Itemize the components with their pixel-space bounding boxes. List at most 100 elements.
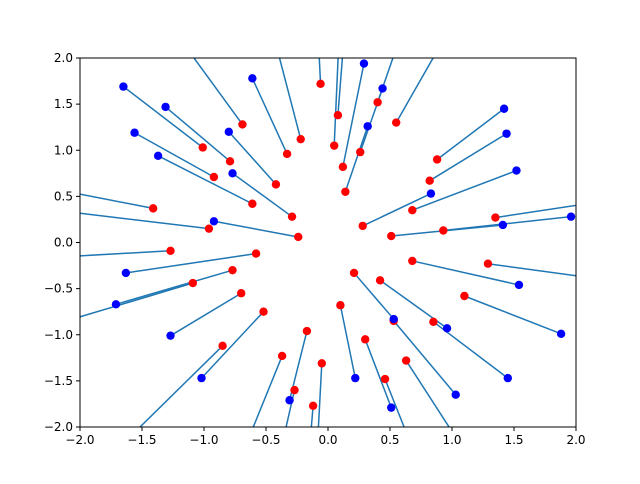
- connector-line: [429, 133, 507, 182]
- end-point: [153, 151, 163, 160]
- start-point: [373, 98, 382, 107]
- connector-line: [80, 193, 154, 210]
- start-point: [439, 226, 448, 235]
- x-tick-label: −1.0: [189, 433, 218, 447]
- connector-line: [393, 320, 457, 396]
- x-tick-label: −0.5: [251, 433, 280, 447]
- end-point: [114, 444, 122, 452]
- connector-line: [362, 192, 432, 227]
- start-point: [460, 291, 469, 301]
- start-point: [228, 265, 237, 275]
- end-point: [442, 324, 452, 333]
- connector-line: [80, 282, 194, 318]
- x-tick-label: 0.0: [318, 433, 337, 447]
- x-tick-label: 1.0: [442, 433, 461, 447]
- connector-line: [339, 305, 357, 379]
- end-point: [272, 40, 280, 48]
- start-point: [408, 206, 417, 215]
- end-point: [50, 253, 58, 261]
- connector-line: [115, 269, 233, 306]
- start-point: [333, 110, 343, 120]
- connector-line: [384, 378, 405, 427]
- y-tick-label: −2.0: [44, 420, 73, 434]
- end-point: [68, 315, 76, 323]
- connector-line: [436, 108, 505, 161]
- plot-area: [80, 58, 576, 427]
- y-tick-label: −0.5: [44, 282, 73, 296]
- connector-line: [125, 252, 257, 274]
- end-point: [451, 390, 460, 399]
- connector-line: [412, 169, 517, 211]
- connector-line: [228, 131, 277, 185]
- end-point: [498, 220, 508, 230]
- start-point: [166, 246, 175, 256]
- end-point: [66, 208, 74, 216]
- y-tick-label: 1.0: [54, 143, 73, 157]
- end-point: [21, 179, 29, 187]
- start-point: [198, 143, 207, 152]
- end-point: [161, 102, 170, 112]
- start-point: [225, 157, 235, 166]
- end-point: [514, 280, 524, 290]
- end-point: [351, 373, 360, 383]
- start-point: [338, 162, 348, 172]
- connector-line: [134, 132, 215, 178]
- start-point: [238, 120, 247, 129]
- end-point: [306, 431, 314, 439]
- start-point: [317, 359, 326, 368]
- connector-line: [165, 106, 231, 162]
- start-point: [248, 199, 257, 208]
- end-point: [130, 128, 139, 137]
- connector-line: [353, 272, 395, 320]
- end-point: [403, 431, 411, 439]
- connector-line: [278, 58, 302, 140]
- start-point: [296, 134, 305, 144]
- x-tick-label: 2.0: [566, 433, 585, 447]
- start-point: [330, 141, 339, 150]
- end-point: [363, 122, 372, 131]
- start-point: [491, 213, 500, 222]
- end-point: [119, 82, 128, 91]
- connector-line: [80, 250, 171, 257]
- x-tick-label: −2.0: [65, 433, 94, 447]
- connector-line: [232, 172, 293, 218]
- connector-line: [395, 58, 434, 123]
- start-point: [375, 276, 385, 285]
- start-point: [358, 221, 367, 231]
- end-point: [600, 197, 608, 205]
- start-point: [356, 147, 365, 157]
- end-point: [224, 127, 233, 136]
- end-point: [111, 300, 121, 309]
- connector-line: [193, 58, 244, 125]
- y-tick-label: −1.5: [44, 374, 73, 388]
- connector-line: [405, 360, 450, 427]
- end-point: [378, 84, 387, 93]
- end-point: [512, 166, 521, 175]
- end-point: [426, 189, 436, 198]
- end-point: [242, 440, 250, 448]
- connector-line: [495, 204, 576, 219]
- start-point: [204, 224, 214, 233]
- connector-line: [122, 86, 204, 149]
- connector-line: [344, 126, 369, 193]
- connector-line: [170, 292, 242, 337]
- end-point: [151, 1, 159, 9]
- connector-line: [364, 339, 392, 408]
- start-point: [361, 335, 370, 344]
- start-point: [483, 259, 493, 268]
- connector-line: [337, 58, 344, 116]
- x-tick-label: −1.5: [127, 433, 156, 447]
- start-point: [209, 172, 219, 182]
- start-point: [282, 149, 292, 159]
- y-tick-label: −1.0: [44, 328, 73, 342]
- y-tick-label: 1.5: [54, 97, 73, 111]
- x-tick-label: 1.5: [504, 433, 523, 447]
- end-point: [389, 314, 398, 324]
- end-point: [166, 331, 175, 340]
- connector-line: [412, 260, 520, 286]
- end-point: [228, 169, 237, 178]
- end-point: [566, 212, 576, 221]
- start-point: [188, 278, 198, 288]
- start-point: [392, 118, 401, 127]
- connector-line: [200, 311, 265, 379]
